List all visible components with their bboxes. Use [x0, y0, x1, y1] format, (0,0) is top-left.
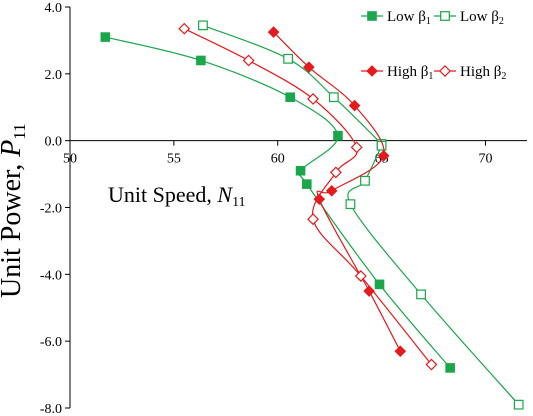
- data-point: [360, 175, 370, 186]
- data-point: [100, 32, 111, 42]
- data-point: [445, 363, 455, 373]
- axis-titles: Unit Speed, N11 Unit Power, P11: [0, 123, 246, 298]
- data-point: [196, 55, 206, 66]
- legend: Low β1 Low β2 High β1 High β2: [361, 9, 506, 82]
- y-tick-label: 4.0: [45, 1, 63, 16]
- data-point: [295, 165, 306, 176]
- data-point: [329, 166, 342, 179]
- legend-label: Low β1: [387, 9, 431, 27]
- data-point: [363, 285, 375, 297]
- plot-area: [100, 20, 524, 410]
- y-tick-label: -2.0: [40, 202, 62, 217]
- data-point: [242, 54, 255, 67]
- data-point: [302, 179, 312, 189]
- data-point: [325, 184, 338, 197]
- legend-marker: [366, 65, 378, 77]
- legend-item: High β2: [434, 64, 506, 82]
- data-point: [283, 53, 294, 64]
- data-point: [350, 141, 363, 154]
- data-point: [345, 199, 356, 210]
- legend-item: Low β2: [434, 9, 504, 27]
- data-point: [377, 149, 390, 162]
- series-1: [100, 32, 455, 373]
- data-point: [354, 270, 367, 282]
- y-tick-label: -8.0: [40, 402, 62, 416]
- data-point: [513, 399, 524, 410]
- data-point: [303, 61, 315, 73]
- x-tick-label: 60: [271, 152, 285, 167]
- legend-label: Low β2: [460, 9, 504, 27]
- legend-marker: [439, 65, 451, 77]
- data-point: [425, 358, 438, 371]
- data-point: [394, 345, 407, 357]
- legend-label: High β2: [460, 64, 506, 82]
- series-4: [178, 22, 438, 371]
- data-point: [374, 279, 385, 290]
- data-point: [416, 289, 426, 300]
- y-tick-label: -6.0: [40, 335, 62, 350]
- data-point: [307, 92, 319, 105]
- x-tick-label: 70: [478, 152, 492, 167]
- x-tick-label: 55: [167, 152, 181, 167]
- x-axis-title: Unit Speed, N11: [108, 182, 246, 210]
- series-line: [273, 31, 401, 352]
- data-point: [333, 130, 343, 141]
- data-point: [267, 26, 280, 38]
- y-tick-label: 2.0: [45, 68, 63, 83]
- x-tick-label: 50: [63, 152, 77, 167]
- legend-label: High β1: [387, 64, 433, 82]
- series-2: [198, 20, 524, 410]
- y-axis-title: Unit Power, P11: [0, 123, 29, 298]
- data-point: [178, 22, 191, 35]
- data-point: [348, 99, 361, 112]
- legend-item: High β1: [361, 64, 433, 82]
- y-tick-label: -4.0: [40, 268, 62, 283]
- data-point: [285, 92, 295, 103]
- data-point: [198, 20, 208, 31]
- legend-marker: [440, 11, 450, 21]
- legend-marker: [367, 11, 377, 21]
- data-point: [307, 213, 319, 226]
- series-3: [267, 26, 407, 357]
- legend-item: Low β1: [361, 9, 431, 27]
- series-line: [202, 24, 520, 406]
- y-tick-label: 0.0: [45, 135, 63, 150]
- data-point: [313, 193, 326, 205]
- data-point: [328, 92, 339, 103]
